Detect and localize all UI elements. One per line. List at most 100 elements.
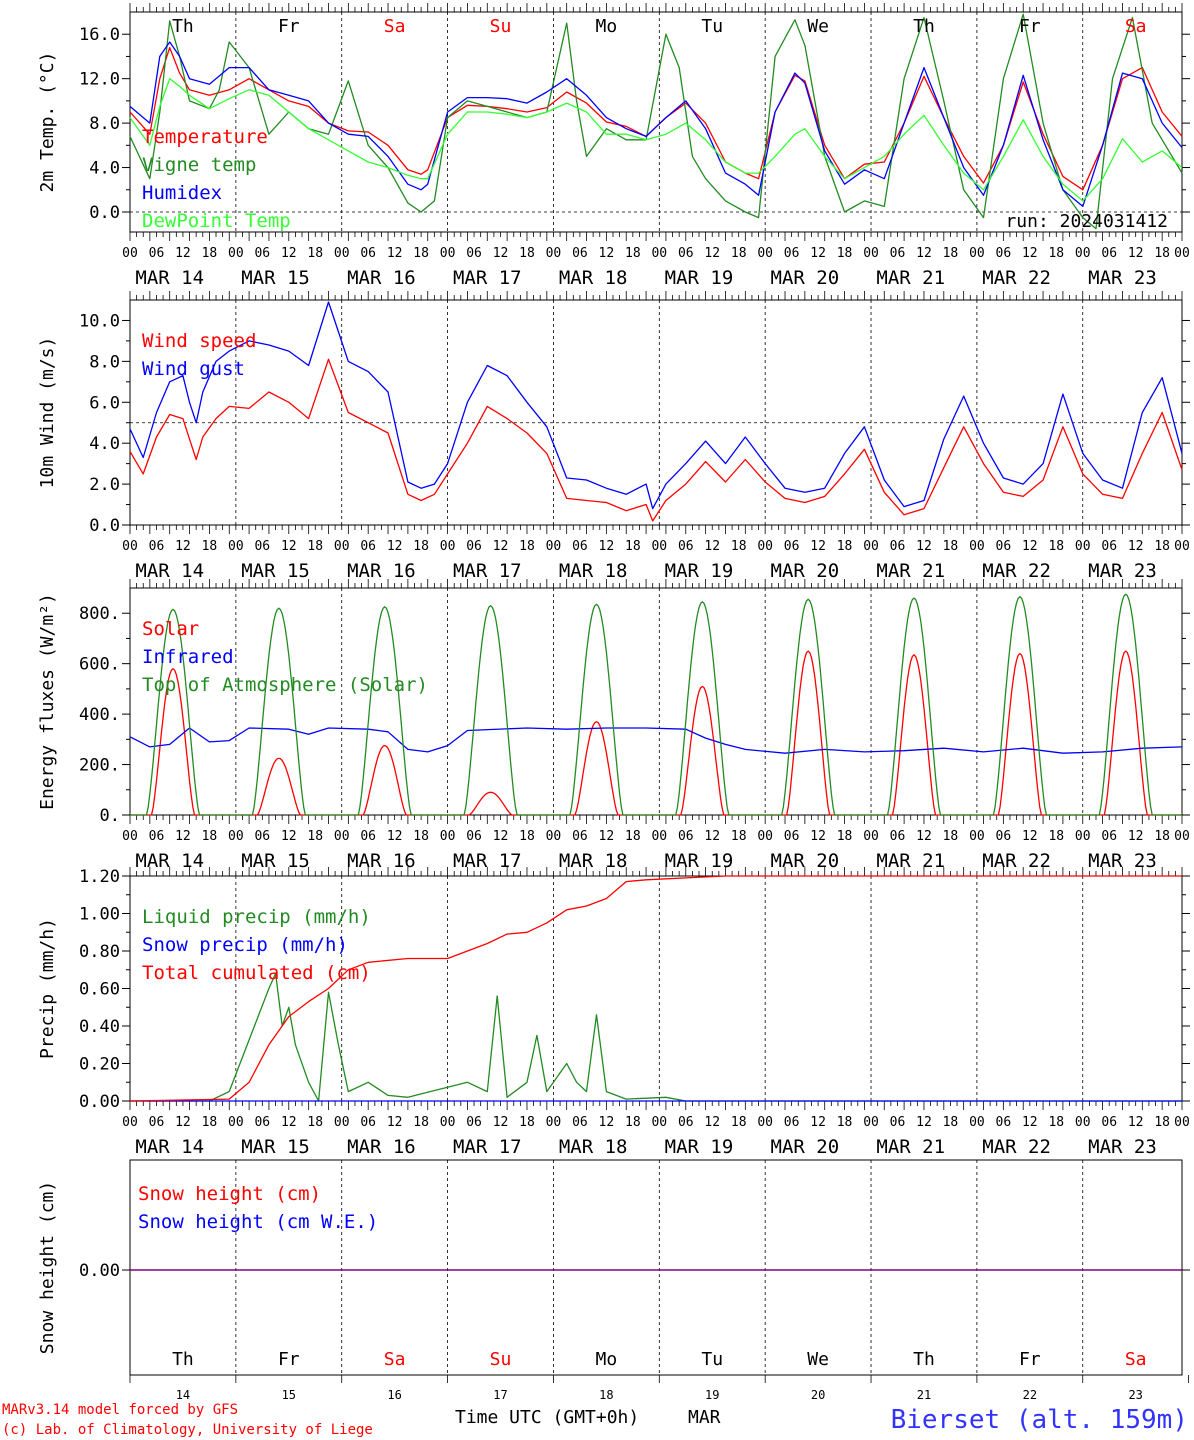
hour-tick-label: 00 <box>1075 246 1091 261</box>
credit-line-1: MARv3.14 model forced by GFS <box>2 1402 238 1418</box>
date-label: MAR 17 <box>453 560 522 582</box>
date-label: MAR 19 <box>665 560 734 582</box>
y-tick-label: 0.20 <box>79 1055 120 1075</box>
y-tick-label: 4.0 <box>89 434 120 454</box>
hour-tick-label: 12 <box>810 246 826 261</box>
hour-tick-label: 00 <box>440 1115 456 1130</box>
hour-tick-label: 18 <box>413 829 429 844</box>
legend-2: Infrared <box>142 646 234 668</box>
hour-tick-label: 12 <box>599 539 615 554</box>
hour-tick-label: 18 <box>519 1115 535 1130</box>
hour-tick-label: 18 <box>837 539 853 554</box>
hour-tick-label: 18 <box>1154 246 1170 261</box>
series-wind-gust <box>129 301 1183 510</box>
station-label: Bierset (alt. 159m) <box>891 1405 1188 1435</box>
month-label: MAR <box>688 1407 721 1428</box>
hour-tick-label: 18 <box>625 829 641 844</box>
panel-frame <box>129 587 1183 816</box>
hour-tick-label: 12 <box>493 246 509 261</box>
date-label: MAR 17 <box>453 1136 522 1158</box>
hour-tick-label: 00 <box>863 539 879 554</box>
y-tick-label: 1.20 <box>79 867 120 887</box>
hour-tick-label: 06 <box>254 539 270 554</box>
hour-tick-label: 06 <box>360 829 376 844</box>
hour-tick-label: 06 <box>149 539 165 554</box>
hour-tick-label: 18 <box>307 539 323 554</box>
hour-tick-label: 18 <box>625 539 641 554</box>
hour-tick-label: 12 <box>704 539 720 554</box>
hour-tick-label: 12 <box>599 246 615 261</box>
y-tick-label: 200. <box>79 756 120 776</box>
hour-tick-label: 18 <box>837 829 853 844</box>
hour-tick-label: 00 <box>334 539 350 554</box>
date-label: MAR 19 <box>665 267 734 289</box>
hour-tick-label: 06 <box>466 1115 482 1130</box>
hour-tick-label: 06 <box>254 1115 270 1130</box>
hour-tick-label: 06 <box>360 1115 376 1130</box>
hour-tick-label: 06 <box>784 1115 800 1130</box>
credit-line-2: (c) Lab. of Climatology, University of L… <box>2 1422 373 1438</box>
hour-tick-label: 06 <box>149 1115 165 1130</box>
hour-tick-label: 12 <box>1022 829 1038 844</box>
hour-tick-label: 00 <box>863 829 879 844</box>
date-label: MAR 23 <box>1088 267 1157 289</box>
hour-tick-label: 00 <box>651 1115 667 1130</box>
y-axis-label: 2m Temp. (°C) <box>37 52 58 193</box>
series-liquid-precip-mm-h <box>130 972 1182 1102</box>
y-tick-label: 1.00 <box>79 905 120 925</box>
day-name: We <box>807 1349 829 1370</box>
date-label: MAR 16 <box>347 560 416 582</box>
hour-tick-label: 00 <box>546 539 562 554</box>
date-label: MAR 20 <box>771 1136 840 1158</box>
hour-tick-label: 06 <box>572 246 588 261</box>
hour-tick-label: 00 <box>651 246 667 261</box>
y-tick-label: 0.00 <box>79 1092 120 1112</box>
hour-tick-label: 12 <box>704 1115 720 1130</box>
y-tick-label: 0.80 <box>79 942 120 962</box>
hour-tick-label: 00 <box>228 1115 244 1130</box>
hour-tick-label: 18 <box>943 829 959 844</box>
y-tick-label: 8.0 <box>89 114 120 134</box>
legend-2: Snow height (cm W.E.) <box>138 1211 378 1233</box>
day-name: Fr <box>1019 1349 1041 1370</box>
hour-tick-label: 06 <box>996 539 1012 554</box>
hour-tick-label: 00 <box>334 829 350 844</box>
day-name: Fr <box>1019 16 1041 37</box>
hour-tick-label: 12 <box>1128 246 1144 261</box>
day-name: Fr <box>278 16 300 37</box>
hour-tick-label: 06 <box>784 246 800 261</box>
day-name: Th <box>913 1349 935 1370</box>
hour-tick-label: 00 <box>651 539 667 554</box>
hour-tick-label: 12 <box>1022 246 1038 261</box>
hour-tick-label: 12 <box>387 539 403 554</box>
legend-2: Snow precip (mm/h) <box>142 934 348 956</box>
panel-2 <box>129 291 1183 534</box>
hour-tick-label: 00 <box>440 246 456 261</box>
hour-tick-label: 00 <box>228 829 244 844</box>
date-label: MAR 18 <box>559 850 628 872</box>
hour-tick-label: 12 <box>810 539 826 554</box>
hour-tick-label: 12 <box>281 539 297 554</box>
date-label: MAR 20 <box>771 560 840 582</box>
hour-tick-label: 00 <box>334 246 350 261</box>
hour-tick-label: 00 <box>334 1115 350 1130</box>
hour-tick-label: 06 <box>890 246 906 261</box>
series-wind-speed <box>129 358 1183 522</box>
day-name: Fr <box>278 1349 300 1370</box>
hour-tick-label: 18 <box>731 1115 747 1130</box>
hour-tick-label: 06 <box>149 246 165 261</box>
hour-tick-label: 18 <box>1048 1115 1064 1130</box>
hour-tick-label: 00 <box>122 539 138 554</box>
hour-tick-label: 06 <box>890 1115 906 1130</box>
date-label: MAR 20 <box>771 267 840 289</box>
hour-tick-label: 06 <box>678 246 694 261</box>
hour-tick-label: 06 <box>996 246 1012 261</box>
date-label: MAR 15 <box>241 560 310 582</box>
hour-tick-label: 12 <box>704 246 720 261</box>
hour-tick-label: 06 <box>1101 246 1117 261</box>
hour-tick-label: 18 <box>943 1115 959 1130</box>
hour-tick-label: 18 <box>413 246 429 261</box>
hour-tick-label: 06 <box>572 1115 588 1130</box>
hour-tick-label: 12 <box>599 829 615 844</box>
hour-tick-label: 18 <box>837 1115 853 1130</box>
